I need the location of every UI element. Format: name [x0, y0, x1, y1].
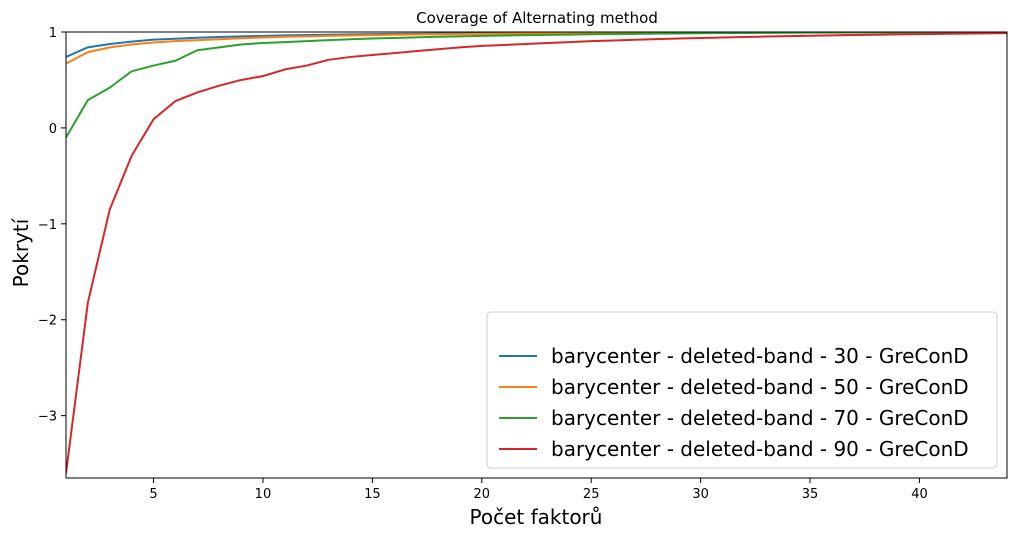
y-tick-label: −2 — [38, 314, 57, 329]
x-tick-label: 20 — [474, 487, 491, 502]
y-tick-label: −1 — [38, 218, 57, 233]
y-axis-label: Pokrytí — [9, 217, 33, 287]
legend: barycenter - deleted-band - 30 - GreConD… — [486, 311, 998, 469]
legend-label-2: barycenter - deleted-band - 50 - GreConD — [551, 375, 969, 399]
x-axis-label: Počet faktorů — [470, 505, 603, 529]
series-line-4 — [66, 32, 1007, 474]
legend-label-1: barycenter - deleted-band - 30 - GreConD — [551, 344, 969, 368]
y-tick-label: 1 — [49, 26, 57, 41]
y-tick-label: −3 — [38, 410, 57, 425]
legend-label-3: barycenter - deleted-band - 70 - GreConD — [551, 406, 969, 430]
x-tick-label: 10 — [255, 487, 272, 502]
chart-title: Coverage of Alternating method — [416, 9, 658, 27]
plot-frame — [65, 31, 1008, 479]
x-axis: 5 10 15 20 25 30 35 40 — [149, 478, 928, 502]
legend-label-4: barycenter - deleted-band - 90 - GreConD — [551, 437, 969, 461]
x-tick-label: 25 — [583, 487, 600, 502]
legend-box — [486, 311, 998, 469]
x-tick-label: 5 — [149, 487, 157, 502]
x-tick-label: 15 — [364, 487, 381, 502]
x-tick-label: 40 — [911, 487, 928, 502]
y-tick-label: 0 — [49, 122, 57, 137]
series-line-3 — [66, 32, 1007, 139]
y-axis: 1 0 −1 −2 −3 — [38, 26, 66, 425]
x-tick-label: 35 — [802, 487, 819, 502]
x-tick-label: 30 — [692, 487, 709, 502]
